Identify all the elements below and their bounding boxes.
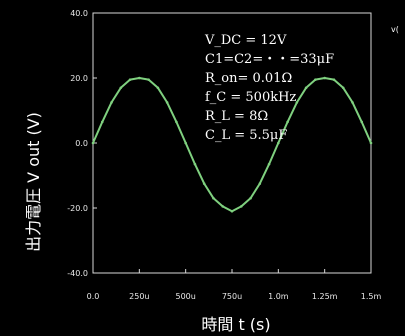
data-point: [286, 120, 289, 124]
y-tick-label: 40.0: [70, 9, 88, 18]
data-point: [147, 78, 150, 81]
x-tick-label: 500u: [175, 292, 195, 301]
y-tick-label: 0.0: [75, 139, 88, 148]
data-point: [230, 209, 234, 213]
param-annotation-cl: C_L = 5.5μF: [205, 128, 287, 143]
data-point: [314, 78, 317, 81]
param-annotation-c: C1=C2=・・=33μF: [205, 52, 334, 67]
data-point: [91, 141, 95, 145]
data-point: [351, 101, 354, 104]
y-axis-title: 出力電圧 V out (V): [24, 112, 43, 252]
x-tick-label: 1.0m: [268, 292, 289, 301]
data-point: [202, 182, 206, 185]
param-annotation-vdc: V_DC = 12V: [204, 33, 287, 48]
y-tick-label: -20.0: [67, 204, 88, 213]
data-point: [332, 78, 336, 81]
param-annotation-rl: R_L = 8Ω: [205, 109, 268, 124]
x-tick-label: 250u: [129, 292, 149, 301]
data-point: [369, 141, 373, 145]
data-point: [258, 182, 262, 185]
data-point: [267, 162, 271, 166]
data-point: [193, 162, 197, 166]
x-tick-label: 1.5m: [361, 292, 382, 301]
data-point: [212, 196, 215, 200]
y-tick-label: -40.0: [67, 269, 88, 278]
x-tick-label: 750u: [222, 292, 242, 301]
data-point: [175, 120, 178, 124]
x-tick-label: 0.0: [87, 292, 100, 301]
data-point: [184, 141, 187, 145]
data-point: [239, 205, 243, 208]
data-point: [100, 120, 104, 124]
param-annotation-fc: f_C = 500kHz: [205, 90, 296, 105]
x-tick-label: 1.25m: [312, 292, 338, 301]
data-point: [128, 78, 132, 81]
edge-label: v(: [391, 25, 399, 34]
data-point: [221, 205, 225, 208]
data-point: [156, 86, 160, 90]
data-point: [249, 196, 252, 200]
y-tick-label: 20.0: [70, 74, 88, 83]
data-point: [323, 76, 326, 80]
plot-area: [92, 12, 372, 274]
data-point: [295, 101, 299, 104]
data-point: [277, 141, 280, 145]
param-annotation-ron: R_on= 0.01Ω: [205, 71, 292, 86]
data-point: [165, 101, 169, 104]
data-point: [304, 86, 308, 90]
data-point: [341, 86, 345, 90]
x-axis-title: 時間 t (s): [201, 315, 270, 334]
data-point: [138, 76, 141, 80]
data-point: [360, 120, 364, 124]
data-point: [119, 86, 123, 90]
data-point: [110, 101, 113, 104]
